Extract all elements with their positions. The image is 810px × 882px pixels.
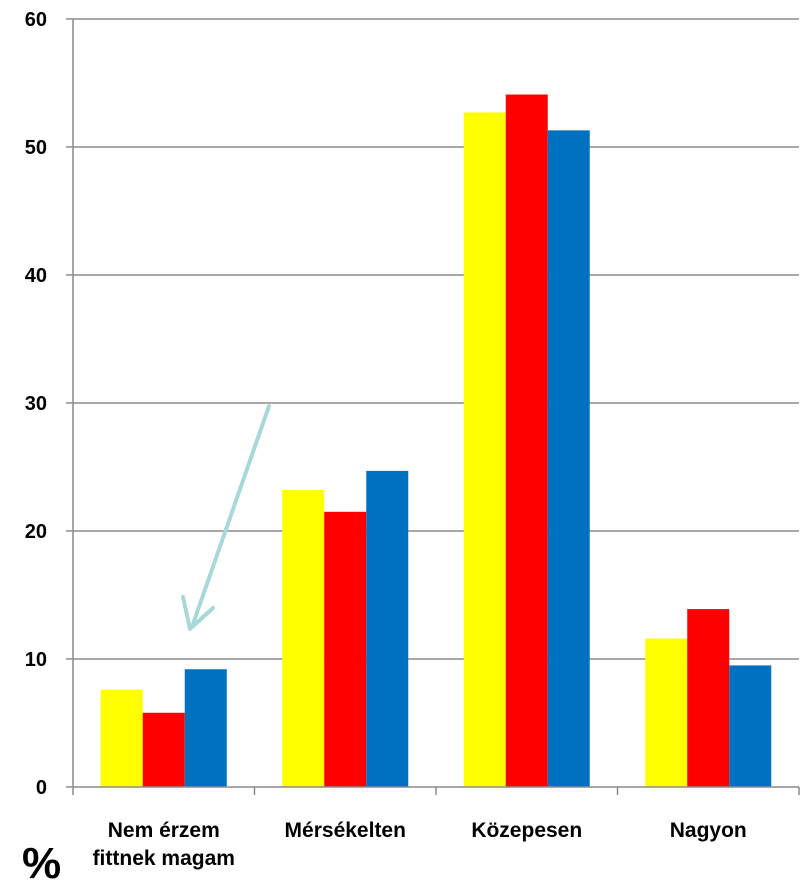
category-label-1: Nem érzem fittnek magam (93, 819, 235, 870)
y-tick-label: 30 (25, 393, 47, 415)
arrow-annotation (181, 404, 271, 631)
bars (100, 94, 772, 788)
bar-series1-cat4 (645, 638, 688, 787)
bar-series2-cat3 (505, 94, 548, 787)
y-tick-label: 60 (25, 9, 47, 31)
bar-series3-cat4 (729, 665, 772, 787)
category-label-3: Közepesen (471, 819, 582, 842)
y-tick-label: 0 (36, 777, 47, 799)
bar-series3-cat3 (547, 130, 590, 788)
bar-series2-cat1 (142, 712, 185, 787)
y-tick-label: 40 (25, 265, 47, 287)
bar-series1-cat3 (463, 112, 506, 787)
arrow-shaft (191, 404, 271, 626)
gridlines (73, 18, 799, 660)
category-label-4: Nagyon (670, 819, 747, 842)
y-tick-label: 20 (25, 521, 47, 543)
category-label-2: Mérsékelten (285, 819, 406, 842)
y-tick-label: 50 (25, 137, 47, 159)
category-labels: Nem érzem fittnek magam Mérsékelten Közepes… (93, 819, 747, 870)
bar-series2-cat2 (324, 511, 367, 787)
arrow-head (181, 595, 215, 631)
bar-series1-cat1 (100, 689, 143, 787)
bar-series3-cat1 (184, 669, 227, 787)
unit-label: % (22, 839, 61, 882)
y-tick-labels: 0 10 20 30 40 50 60 (25, 9, 73, 799)
y-tick-label: 10 (25, 649, 47, 671)
bar-series2-cat4 (687, 609, 730, 787)
bar-series1-cat2 (282, 490, 325, 787)
bar-series3-cat2 (366, 470, 409, 787)
